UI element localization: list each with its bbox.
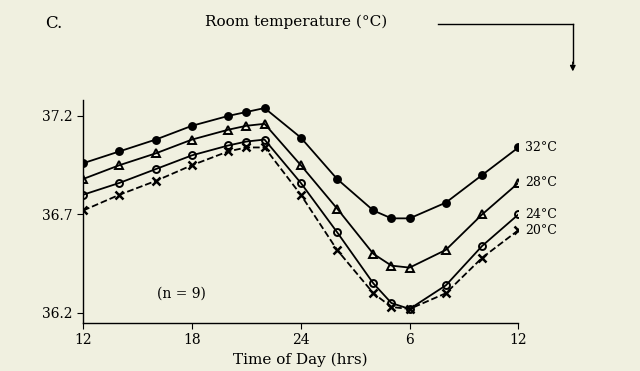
Text: 28°C: 28°C <box>525 176 557 190</box>
Text: 32°C: 32°C <box>525 141 557 154</box>
X-axis label: Time of Day (hrs): Time of Day (hrs) <box>234 353 368 367</box>
Text: Room temperature (°C): Room temperature (°C) <box>205 15 387 29</box>
Text: 20°C: 20°C <box>525 224 557 237</box>
Text: (n = 9): (n = 9) <box>157 286 206 301</box>
Text: 24°C: 24°C <box>525 208 557 221</box>
Text: C.: C. <box>45 15 62 32</box>
